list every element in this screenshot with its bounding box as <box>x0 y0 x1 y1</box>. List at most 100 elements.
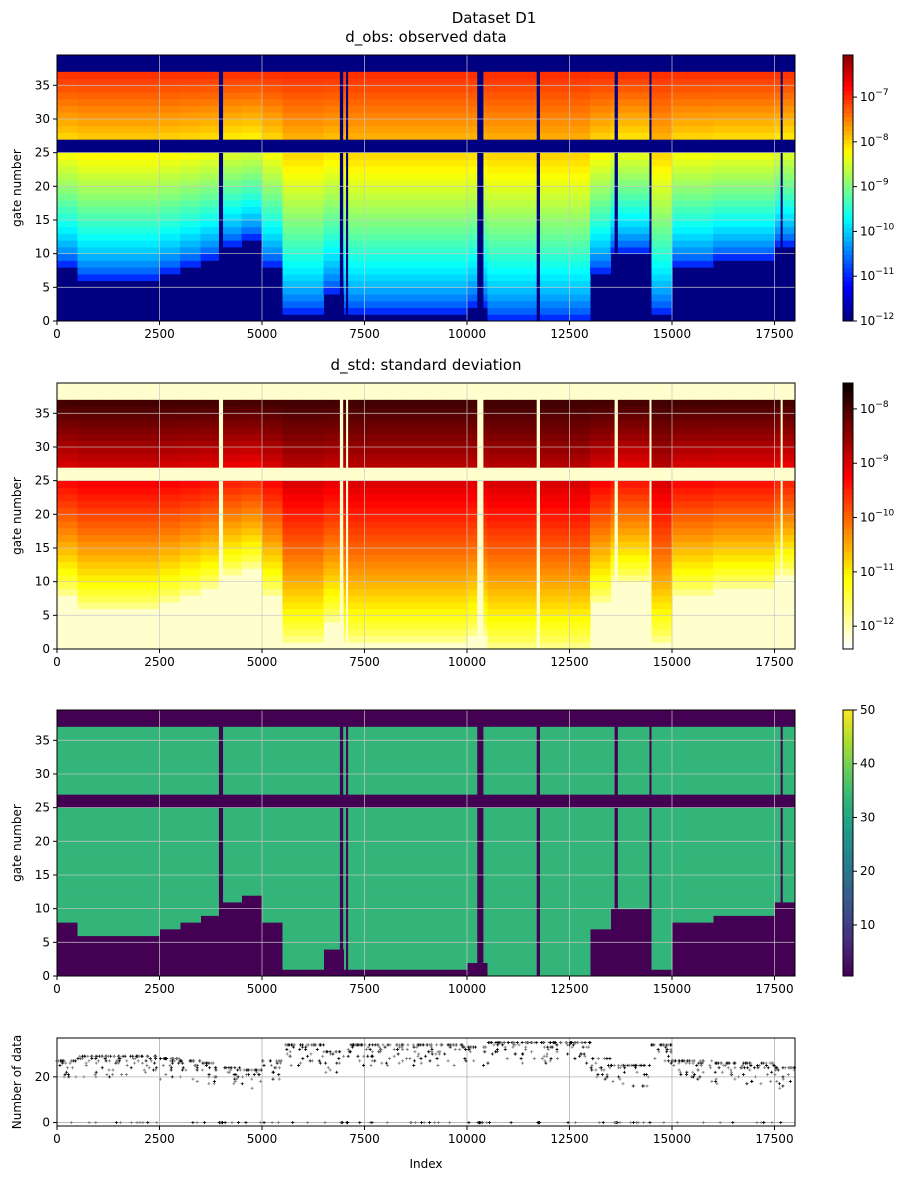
data-point <box>452 1043 456 1047</box>
heatmap-cell <box>323 554 345 562</box>
data-point <box>710 1079 714 1083</box>
heatmap-cell <box>139 206 160 214</box>
heatmap-cell <box>98 105 119 113</box>
heatmap-cell <box>385 280 406 288</box>
data-point <box>482 1063 486 1067</box>
heatmap-cell <box>713 406 734 414</box>
heatmap-cell <box>487 962 509 970</box>
heatmap-cell <box>590 834 611 842</box>
heatmap-cell <box>282 507 304 515</box>
x-tick-label: 12500 <box>550 1132 588 1146</box>
heatmap-cell <box>282 581 304 589</box>
heatmap-cell <box>200 514 222 522</box>
heatmap-cell <box>180 848 201 856</box>
heatmap-cell <box>426 480 447 488</box>
heatmap-cell <box>549 294 570 302</box>
heatmap-cell <box>569 159 591 167</box>
data-point <box>144 1070 148 1074</box>
heatmap-cell <box>262 814 283 822</box>
heatmap-cell <box>364 949 386 957</box>
heatmap-cell <box>303 152 324 160</box>
heatmap-cell <box>426 541 447 549</box>
heatmap-cell <box>610 861 632 869</box>
heatmap-cell <box>631 861 652 869</box>
heatmap-cell <box>446 246 468 255</box>
heatmap-cell <box>672 199 693 208</box>
data-point <box>261 1059 265 1063</box>
heatmap-cell <box>200 507 222 515</box>
heatmap-cell <box>344 294 365 302</box>
heatmap-cell <box>692 240 714 248</box>
heatmap-cell <box>118 901 140 910</box>
heatmap-cell <box>549 85 570 93</box>
heatmap-cell <box>672 105 693 113</box>
heatmap-cell <box>651 922 673 930</box>
heatmap-cell <box>508 460 529 468</box>
heatmap-cell <box>139 172 160 181</box>
heatmap-cell <box>446 740 468 748</box>
data-point <box>464 1059 468 1063</box>
heatmap-cell <box>651 955 673 964</box>
heatmap-cell <box>180 821 201 829</box>
heatmap-cell <box>241 480 263 488</box>
heatmap-cell <box>180 413 201 421</box>
data-point <box>672 1063 676 1067</box>
heatmap-cell <box>590 213 611 221</box>
no-data-column <box>218 55 224 321</box>
data-point <box>497 1041 501 1045</box>
heatmap-cell <box>651 588 673 596</box>
no-data-column <box>780 710 783 976</box>
heatmap-cell <box>77 267 99 275</box>
heatmap-cell <box>159 834 181 842</box>
heatmap-cell <box>569 507 591 515</box>
data-point <box>191 1059 195 1063</box>
heatmap-cell <box>590 132 611 140</box>
data-point <box>678 1070 682 1074</box>
heatmap-cell <box>569 733 591 741</box>
heatmap-cell <box>713 172 734 181</box>
heatmap-cell <box>323 514 345 522</box>
heatmap-cell <box>446 955 468 964</box>
heatmap-cell <box>344 219 365 228</box>
heatmap-cell <box>426 71 447 80</box>
heatmap-cell <box>590 595 611 603</box>
heatmap-cell <box>405 426 427 435</box>
heatmap-cell <box>385 521 406 529</box>
heatmap-cell <box>385 841 406 849</box>
heatmap-cell <box>733 240 755 248</box>
heatmap-cell <box>426 92 447 100</box>
colorbar-segment <box>843 560 853 566</box>
data-point <box>519 1057 523 1061</box>
heatmap-cell <box>385 807 406 815</box>
data-point <box>486 1041 490 1045</box>
data-point <box>270 1121 274 1125</box>
heatmap-cell <box>631 193 652 201</box>
heatmap-cell <box>754 426 775 435</box>
heatmap-cell <box>405 253 427 261</box>
heatmap-cell <box>98 253 119 261</box>
heatmap-cell <box>364 500 386 509</box>
heatmap-cell <box>159 753 181 762</box>
heatmap-cell <box>692 152 714 160</box>
heatmap-cell <box>651 460 673 468</box>
heatmap-cell <box>733 179 755 187</box>
heatmap-cell <box>303 399 324 408</box>
heatmap-cell <box>303 615 324 623</box>
heatmap-cell <box>200 841 222 849</box>
heatmap-cell <box>610 98 632 107</box>
heatmap-cell <box>77 219 99 228</box>
data-point <box>485 1121 489 1125</box>
data-point <box>540 1057 544 1061</box>
heatmap-cell <box>282 172 304 181</box>
heatmap-cell <box>569 98 591 107</box>
data-point <box>467 1045 471 1049</box>
heatmap-cell <box>282 453 304 461</box>
data-point <box>482 1045 486 1049</box>
heatmap-cell <box>282 280 304 288</box>
heatmap-cell <box>774 213 796 221</box>
heatmap-cell <box>77 821 99 829</box>
heatmap-cell <box>487 821 509 829</box>
heatmap-cell <box>487 500 509 509</box>
heatmap-cell <box>344 874 365 883</box>
heatmap-cell <box>344 500 365 509</box>
